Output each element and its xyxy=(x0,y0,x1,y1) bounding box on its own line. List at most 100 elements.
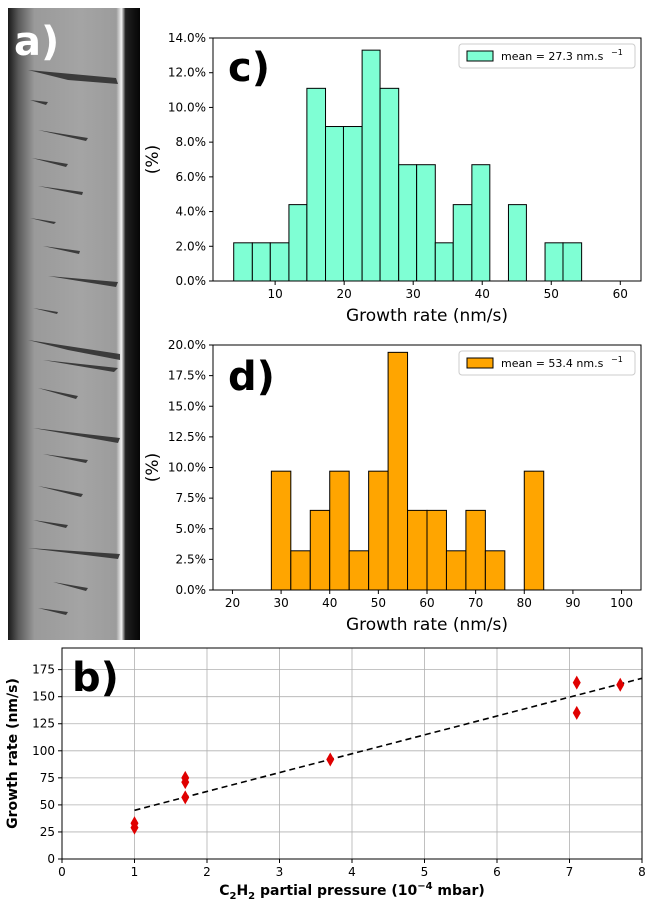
y-tick-label: 100 xyxy=(32,744,55,758)
y-tick-label: 75 xyxy=(40,771,55,785)
bar xyxy=(426,509,447,591)
y-tick-label: 0.0% xyxy=(176,274,207,288)
legend-text: mean = 53.4 nm.s xyxy=(501,357,604,370)
x-tick-label: 90 xyxy=(565,596,580,610)
x-axis-label: C2H2 partial pressure (10−4 mbar) xyxy=(219,881,485,901)
legend-text: mean = 27.3 nm.s xyxy=(501,50,604,63)
x-tick-label: 1 xyxy=(131,865,139,879)
bar xyxy=(562,242,583,282)
y-tick-label: 2.0% xyxy=(176,239,207,253)
x-tick-label: 50 xyxy=(544,287,559,301)
x-axis-label-part: H xyxy=(236,883,248,899)
bar xyxy=(544,242,564,282)
x-tick-label: 40 xyxy=(475,287,490,301)
panel-label-b: b) xyxy=(72,655,119,701)
y-tick-label: 2.5% xyxy=(176,552,207,566)
x-axis-label-part: −4 xyxy=(417,881,432,892)
x-axis-label-part: C xyxy=(219,883,229,899)
x-tick-label: 60 xyxy=(613,287,628,301)
y-tick-label: 25 xyxy=(40,825,55,839)
bar xyxy=(398,164,418,282)
data-point xyxy=(326,752,335,767)
panel-label-c: c) xyxy=(228,45,270,91)
x-tick-label: 2 xyxy=(203,865,211,879)
y-tick-label: 125 xyxy=(32,717,55,731)
x-axis-label-part: mbar) xyxy=(433,883,485,899)
y-tick-label: 150 xyxy=(32,690,55,704)
data-point xyxy=(572,675,581,690)
micrograph-image xyxy=(8,8,140,640)
y-axis-label: Growth rate (nm/s) xyxy=(5,678,21,829)
bar xyxy=(484,550,506,591)
x-tick-label: 0 xyxy=(58,865,66,879)
bar xyxy=(368,470,389,591)
x-tick-label: 7 xyxy=(566,865,574,879)
y-axis-label: (%) xyxy=(143,145,163,174)
y-tick-label: 5.0% xyxy=(176,522,207,536)
bar xyxy=(507,204,527,282)
y-tick-label: 12.0% xyxy=(168,66,206,80)
legend-exponent: −1 xyxy=(611,48,623,57)
x-tick-label: 50 xyxy=(371,596,386,610)
bar xyxy=(434,242,454,282)
y-tick-label: 17.5% xyxy=(168,369,206,383)
legend-box xyxy=(458,43,636,69)
bar xyxy=(416,164,436,282)
x-tick-label: 4 xyxy=(348,865,356,879)
y-tick-label: 4.0% xyxy=(176,205,207,219)
bar xyxy=(452,204,473,282)
x-tick-label: 60 xyxy=(419,596,434,610)
x-tick-label: 20 xyxy=(337,287,352,301)
data-point xyxy=(572,705,581,720)
panel-label-d: d) xyxy=(228,354,275,400)
plot-frame xyxy=(212,37,642,282)
x-tick-label: 30 xyxy=(406,287,421,301)
y-axis-label: (%) xyxy=(143,453,163,482)
y-tick-label: 14.0% xyxy=(168,31,206,45)
y-tick-label: 50 xyxy=(40,798,55,812)
bar xyxy=(361,49,381,282)
x-tick-label: 5 xyxy=(421,865,429,879)
y-tick-label: 0 xyxy=(47,852,55,866)
x-tick-label: 20 xyxy=(225,596,240,610)
bar xyxy=(233,242,253,282)
bar xyxy=(290,550,311,591)
x-tick-label: 30 xyxy=(273,596,288,610)
bar xyxy=(465,509,486,591)
bar xyxy=(269,242,290,282)
x-axis-label-part: partial pressure (10 xyxy=(255,883,417,899)
bar xyxy=(325,126,344,282)
y-tick-label: 175 xyxy=(32,663,55,677)
bar xyxy=(523,470,545,591)
bar xyxy=(306,87,327,282)
legend-box xyxy=(458,350,636,376)
x-axis-label-part: 2 xyxy=(248,891,255,901)
bar xyxy=(329,470,350,591)
data-point xyxy=(181,790,190,805)
x-tick-label: 6 xyxy=(493,865,501,879)
y-tick-label: 8.0% xyxy=(176,135,207,149)
y-tick-label: 15.0% xyxy=(168,399,206,413)
bar xyxy=(309,509,331,591)
bar xyxy=(251,242,271,282)
panel-label-a: a) xyxy=(14,19,60,65)
bar xyxy=(379,87,400,282)
data-point xyxy=(181,775,190,790)
y-tick-label: 0.0% xyxy=(176,583,207,597)
legend-swatch xyxy=(466,50,494,62)
bar xyxy=(288,204,308,282)
bar xyxy=(445,550,467,591)
y-tick-label: 12.5% xyxy=(168,430,206,444)
chart-c: 10 20 30 40 50 60 0.0% 2.0% 4.0% 6.0% 8.0% 10.0% 12.… xyxy=(143,31,642,326)
y-tick-label: 10.0% xyxy=(168,461,206,475)
y-tick-label: 7.5% xyxy=(176,491,207,505)
x-tick-label: 40 xyxy=(322,596,337,610)
data-point xyxy=(616,677,625,692)
y-tick-label: 20.0% xyxy=(168,338,206,352)
x-tick-label: 80 xyxy=(517,596,532,610)
bar xyxy=(471,164,491,282)
bar xyxy=(270,470,292,591)
bar xyxy=(348,550,370,591)
x-axis-label-part: 2 xyxy=(229,891,236,901)
x-tick-label: 10 xyxy=(267,287,282,301)
